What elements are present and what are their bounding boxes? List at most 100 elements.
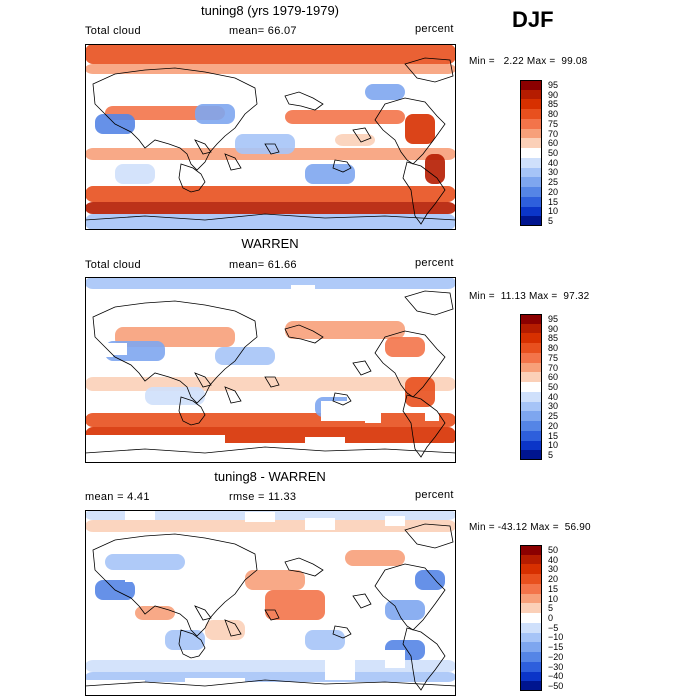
coastline bbox=[264, 376, 280, 388]
coastline bbox=[224, 386, 242, 404]
colorbar-tick-label: −30 bbox=[548, 661, 564, 672]
field-region bbox=[85, 672, 456, 682]
units-label: percent bbox=[415, 489, 454, 501]
field-region bbox=[215, 347, 275, 365]
colorbar-swatch bbox=[520, 613, 542, 624]
field-region bbox=[365, 84, 405, 100]
panel-title: WARREN bbox=[241, 236, 299, 251]
field-region bbox=[85, 413, 456, 427]
coastline bbox=[264, 143, 280, 155]
coastline bbox=[92, 300, 258, 404]
coastline bbox=[352, 593, 372, 609]
colorbar-tick-label: 90 bbox=[548, 323, 559, 334]
colorbar-tick-label: 60 bbox=[548, 372, 559, 383]
colorbar-swatch bbox=[520, 440, 542, 451]
coastline bbox=[332, 625, 352, 639]
colorbar-swatch bbox=[520, 632, 542, 643]
variable-label: Total cloud bbox=[85, 25, 141, 37]
colorbar-swatch bbox=[520, 157, 542, 169]
field-region bbox=[105, 106, 225, 120]
colorbar-tick-label: −5 bbox=[548, 622, 559, 633]
colorbar-swatch bbox=[520, 177, 542, 188]
colorbar: 95 90 85 80 75 70 60 50 40 30 25 20 15 10 5 bbox=[520, 80, 558, 227]
panel-title: tuning8 - WARREN bbox=[214, 469, 326, 484]
min-max-stats: Min = 11.13 Max = 97.32 bbox=[469, 291, 590, 302]
colorbar-tick-label: 30 bbox=[548, 564, 559, 575]
colorbar-swatch bbox=[520, 128, 542, 139]
field-region bbox=[85, 660, 456, 672]
colorbar-swatch bbox=[520, 681, 542, 692]
missing-data-patch bbox=[285, 684, 405, 696]
field-region bbox=[305, 164, 355, 184]
colorbar-swatch bbox=[520, 362, 542, 373]
coastline bbox=[284, 91, 324, 111]
colorbar-swatch bbox=[520, 216, 542, 227]
coastline bbox=[224, 619, 242, 637]
coastline bbox=[92, 67, 258, 171]
colorbar-tick-label: 5 bbox=[548, 450, 554, 461]
missing-data-patch bbox=[85, 435, 225, 463]
colorbar: 95 90 85 80 75 70 60 50 40 30 25 20 15 10 5 bbox=[520, 314, 558, 461]
colorbar-tick-label: 25 bbox=[548, 177, 559, 188]
colorbar-tick-label: 10 bbox=[548, 440, 559, 451]
colorbar-tick-label: 20 bbox=[548, 420, 559, 431]
coastline bbox=[194, 372, 212, 388]
missing-data-patch bbox=[365, 403, 381, 423]
colorbar-swatch bbox=[520, 323, 542, 334]
missing-data-patch bbox=[305, 518, 335, 530]
field-region bbox=[335, 134, 375, 146]
missing-data-patch bbox=[335, 610, 355, 622]
colorbar-tick-label: 90 bbox=[548, 89, 559, 100]
colorbar-tick-label: 40 bbox=[548, 554, 559, 565]
coastline bbox=[284, 324, 324, 344]
colorbar-tick-label: 95 bbox=[548, 79, 559, 90]
colorbar-tick-label: 75 bbox=[548, 118, 559, 129]
field-region bbox=[135, 606, 175, 620]
colorbar-tick-label: 25 bbox=[548, 411, 559, 422]
colorbar-swatch bbox=[520, 187, 542, 198]
field-region bbox=[85, 44, 456, 64]
missing-data-patch bbox=[85, 680, 145, 696]
missing-data-patch bbox=[385, 650, 405, 668]
field-region bbox=[85, 289, 456, 303]
colorbar-tick-label: 15 bbox=[548, 430, 559, 441]
field-region bbox=[285, 110, 405, 124]
colorbar-tick-label: 15 bbox=[548, 196, 559, 207]
colorbar-swatch bbox=[520, 564, 542, 575]
missing-data-patch bbox=[291, 285, 315, 297]
colorbar-swatch bbox=[520, 411, 542, 422]
colorbar-frame bbox=[520, 80, 542, 226]
colorbar-swatch bbox=[520, 167, 542, 178]
coastline bbox=[374, 563, 446, 631]
field-region bbox=[265, 590, 325, 620]
coastline bbox=[352, 360, 372, 376]
colorbar-swatch bbox=[520, 138, 542, 149]
colorbar-tick-label: 60 bbox=[548, 138, 559, 149]
map-frame bbox=[85, 277, 456, 463]
colorbar-tick-label: 50 bbox=[548, 382, 559, 392]
missing-data-patch bbox=[245, 512, 275, 522]
colorbar-swatch bbox=[520, 583, 542, 595]
colorbar-swatch bbox=[520, 642, 542, 653]
min-max-stats: Min = -43.12 Max = 56.90 bbox=[469, 522, 591, 533]
missing-data-patch bbox=[321, 401, 349, 421]
colorbar-tick-label: 40 bbox=[548, 157, 559, 168]
colorbar-swatch bbox=[520, 343, 542, 354]
colorbar-swatch bbox=[520, 554, 542, 565]
season-label: DJF bbox=[512, 7, 554, 32]
colorbar-swatch bbox=[520, 671, 542, 682]
colorbar-tick-label: 20 bbox=[548, 574, 559, 585]
field-region bbox=[385, 337, 425, 357]
units-label: percent bbox=[415, 257, 454, 269]
colorbar-swatch bbox=[520, 89, 542, 100]
field-region bbox=[85, 186, 456, 202]
mean-label: mean= 61.66 bbox=[229, 259, 297, 271]
colorbar-tick-label: 75 bbox=[548, 352, 559, 363]
colorbar-swatch bbox=[520, 450, 542, 461]
coastline bbox=[402, 394, 446, 458]
colorbar-swatch bbox=[520, 401, 542, 412]
missing-data-patch bbox=[185, 678, 245, 696]
missing-data-patch bbox=[175, 578, 187, 590]
missing-data-patch bbox=[125, 570, 139, 582]
colorbar-tick-label: 95 bbox=[548, 313, 559, 324]
